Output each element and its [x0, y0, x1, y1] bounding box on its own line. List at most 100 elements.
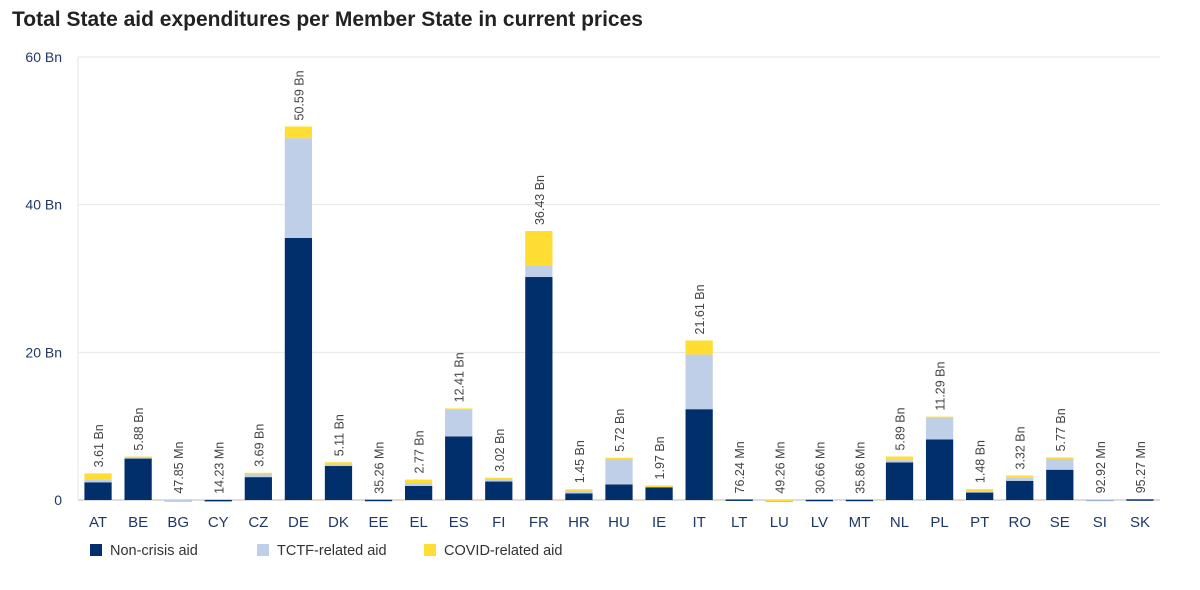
total-label: 92.92 Mn [1094, 441, 1108, 493]
bar-segment [605, 484, 633, 500]
total-label: 5.72 Bn [613, 409, 627, 452]
bar-segment [925, 416, 954, 419]
x-tick-label: IE [652, 514, 666, 531]
y-tick-label: 40 Bn [25, 197, 62, 213]
bar-segment [1046, 457, 1074, 470]
bar-segment [525, 231, 553, 266]
bar-segment [1046, 457, 1074, 459]
bar-segment [605, 457, 633, 485]
total-label: 3.02 Bn [493, 429, 507, 472]
bar-segment [1006, 480, 1034, 500]
total-label: 5.11 Bn [332, 414, 346, 456]
bar-segment [204, 499, 232, 502]
total-label: 35.26 Mn [373, 442, 387, 494]
total-label: 30.66 Mn [813, 442, 827, 494]
total-label: 3.61 Bn [92, 424, 106, 467]
total-label: 47.85 Mn [172, 441, 186, 493]
bar-segment [445, 436, 473, 500]
total-label: 76.24 Mn [733, 441, 747, 493]
x-tick-label: ES [449, 514, 469, 531]
bar-segment [284, 237, 313, 500]
bar-segment [284, 138, 313, 238]
bar-segment [805, 499, 833, 502]
bar-segment [445, 409, 473, 437]
legend-swatch [257, 544, 269, 556]
bar-segment [885, 462, 914, 500]
bar-segment [485, 478, 513, 482]
bar-segment [1006, 477, 1034, 481]
bar-segment [324, 464, 353, 467]
legend-swatch [90, 544, 102, 556]
bar-segment [966, 491, 994, 500]
bar-segment [525, 265, 553, 278]
bar-segment [525, 277, 553, 500]
x-tick-label: DK [328, 514, 349, 531]
bar-segment [645, 485, 673, 487]
total-label: 1.97 Bn [653, 436, 667, 479]
x-tick-label: SK [1130, 514, 1150, 531]
bar-segment [565, 489, 593, 491]
x-tick-label: PL [930, 514, 948, 531]
x-tick-label: BG [167, 514, 189, 531]
legend-label: TCTF-related aid [277, 543, 387, 559]
bar-segment [1126, 499, 1154, 501]
bar-segment [84, 473, 112, 480]
bar-segment [685, 354, 713, 410]
total-label: 35.86 Mn [853, 442, 867, 494]
bar-segment [645, 486, 673, 500]
x-tick-label: NL [890, 514, 909, 531]
bar-segment [685, 340, 713, 355]
bar-segment [485, 477, 513, 480]
bar-segment [565, 489, 593, 494]
y-tick-label: 20 Bn [25, 344, 62, 360]
bar-segment [685, 409, 713, 500]
total-label: 5.89 Bn [894, 407, 908, 450]
bar-segment [124, 457, 152, 500]
bar-segment [845, 499, 874, 502]
bar-segment [885, 456, 914, 461]
total-label: 3.32 Bn [1014, 426, 1028, 469]
total-label: 50.59 Bn [292, 70, 306, 120]
x-tick-label: LV [811, 514, 828, 531]
total-label: 5.77 Bn [1054, 408, 1068, 451]
bar-segment [1006, 475, 1034, 478]
total-label: 11.29 Bn [934, 361, 948, 410]
total-label: 3.69 Bn [252, 424, 266, 467]
x-tick-label: IT [692, 514, 705, 531]
bar-segment [324, 462, 353, 465]
x-tick-label: DE [288, 514, 309, 531]
legend-label: COVID-related aid [444, 543, 562, 559]
x-tick-label: SI [1093, 514, 1107, 531]
x-tick-label: PT [970, 514, 989, 531]
bar-segment [244, 477, 272, 500]
bar-segment [124, 456, 152, 459]
x-tick-label: LT [731, 514, 747, 531]
x-tick-label: HR [568, 514, 590, 531]
bar-segment [885, 460, 914, 463]
total-label: 21.61 Bn [693, 284, 707, 334]
x-tick-label: MT [849, 514, 871, 531]
y-tick-label: 0 [54, 492, 62, 508]
bar-segment [565, 493, 593, 500]
total-label: 5.88 Bn [132, 407, 146, 450]
total-label: 36.43 Bn [533, 175, 547, 225]
bar-segment [324, 465, 353, 500]
total-label: 14.23 Mn [212, 442, 226, 494]
x-tick-label: EE [369, 514, 389, 531]
bar-segment [164, 499, 192, 502]
bar-segment [765, 499, 793, 502]
legend-swatch [424, 544, 436, 556]
x-tick-label: CZ [248, 514, 268, 531]
x-tick-label: BE [128, 514, 148, 531]
x-tick-label: CY [208, 514, 229, 531]
x-tick-label: EL [409, 514, 427, 531]
bar-segment [84, 482, 112, 500]
x-tick-label: HU [608, 514, 630, 531]
bar-segment [405, 479, 433, 484]
legend-label: Non-crisis aid [110, 543, 198, 559]
total-label: 2.77 Bn [413, 430, 427, 473]
bar-segment [485, 481, 513, 500]
y-tick-label: 60 Bn [25, 49, 62, 65]
bar-segment [725, 499, 753, 501]
